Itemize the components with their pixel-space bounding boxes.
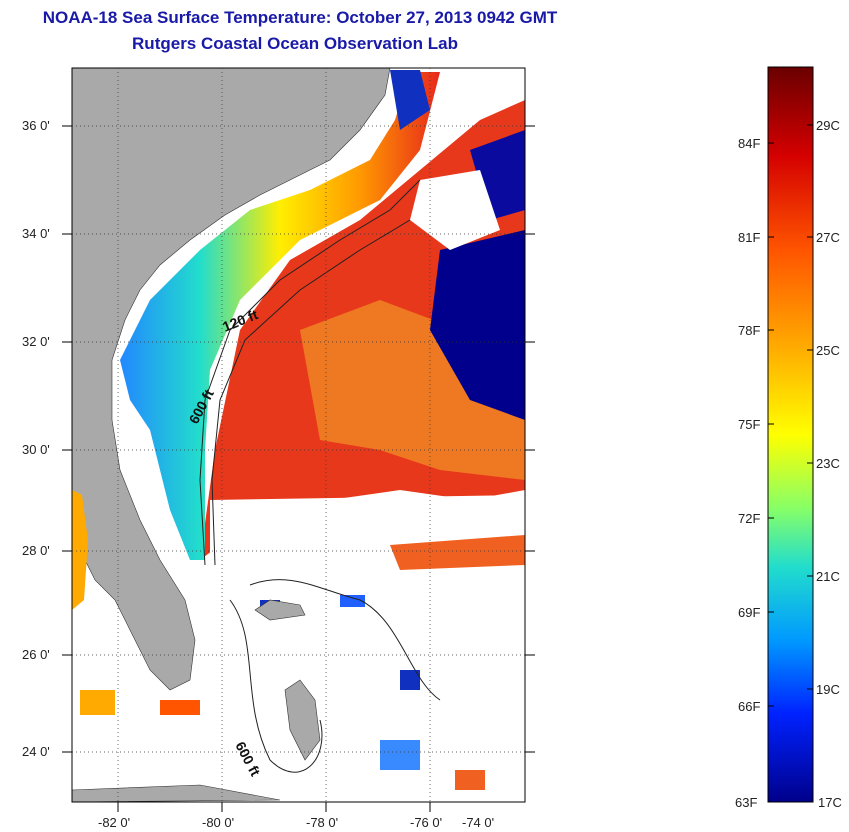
lon-label: -74 0' — [462, 815, 495, 830]
lat-label: 36 0' — [22, 118, 50, 133]
cloud-cover — [410, 170, 500, 250]
map-title: NOAA-18 Sea Surface Temperature: October… — [42, 8, 558, 27]
cold-water-patch — [390, 70, 430, 130]
land-us-southeast — [72, 68, 391, 691]
isobath-600ft-bahamas — [229, 599, 323, 773]
colorbar-c-label: 25C — [816, 343, 840, 358]
isobath-120ft — [199, 179, 421, 566]
colorbar-f-label: 63F — [735, 795, 758, 810]
colorbar — [767, 66, 814, 803]
colorbar-c-label: 17C — [818, 795, 842, 810]
lat-label: 26 0' — [22, 647, 50, 662]
colorbar-f-label: 72F — [738, 511, 761, 526]
map-frame — [71, 67, 526, 803]
isobath-600ft — [211, 219, 411, 566]
map-subtitle: Rutgers Coastal Ocean Observation Lab — [132, 34, 458, 53]
lon-label: -76 0' — [410, 815, 443, 830]
gulf-coastal-water — [72, 490, 88, 610]
colorbar-f-label: 84F — [738, 136, 761, 151]
lat-label: 34 0' — [22, 226, 50, 241]
axis-ticks — [62, 125, 535, 812]
coastal-temperature-band — [120, 72, 440, 560]
bahamas-island — [284, 679, 321, 761]
colorbar-f-label: 69F — [738, 605, 761, 620]
bahamas-island — [254, 599, 306, 621]
colorbar-c-label: 27C — [816, 230, 840, 245]
colorbar-f-label: 75F — [738, 417, 761, 432]
lat-label: 24 0' — [22, 744, 50, 759]
colorbar-c-label: 21C — [816, 569, 840, 584]
lon-label: -78 0' — [306, 815, 339, 830]
colorbar-f-label: 78F — [738, 323, 761, 338]
colorbar-f-label: 81F — [738, 230, 761, 245]
colorbar-c-label: 19C — [816, 682, 840, 697]
colorbar-f-label: 66F — [738, 699, 761, 714]
lon-label: -80 0' — [202, 815, 235, 830]
lat-label: 30 0' — [22, 442, 50, 457]
colorbar-c-label: 23C — [816, 456, 840, 471]
isobath-bahamas — [249, 579, 441, 701]
cold-water-patch — [430, 230, 525, 420]
colorbar-ticks — [768, 124, 813, 707]
lat-label: 28 0' — [22, 543, 50, 558]
colorbar-c-label: 29C — [816, 118, 840, 133]
warm-water-strip — [390, 535, 525, 570]
lon-label: -82 0' — [98, 815, 131, 830]
lat-label: 32 0' — [22, 334, 50, 349]
land-cuba — [72, 784, 281, 802]
